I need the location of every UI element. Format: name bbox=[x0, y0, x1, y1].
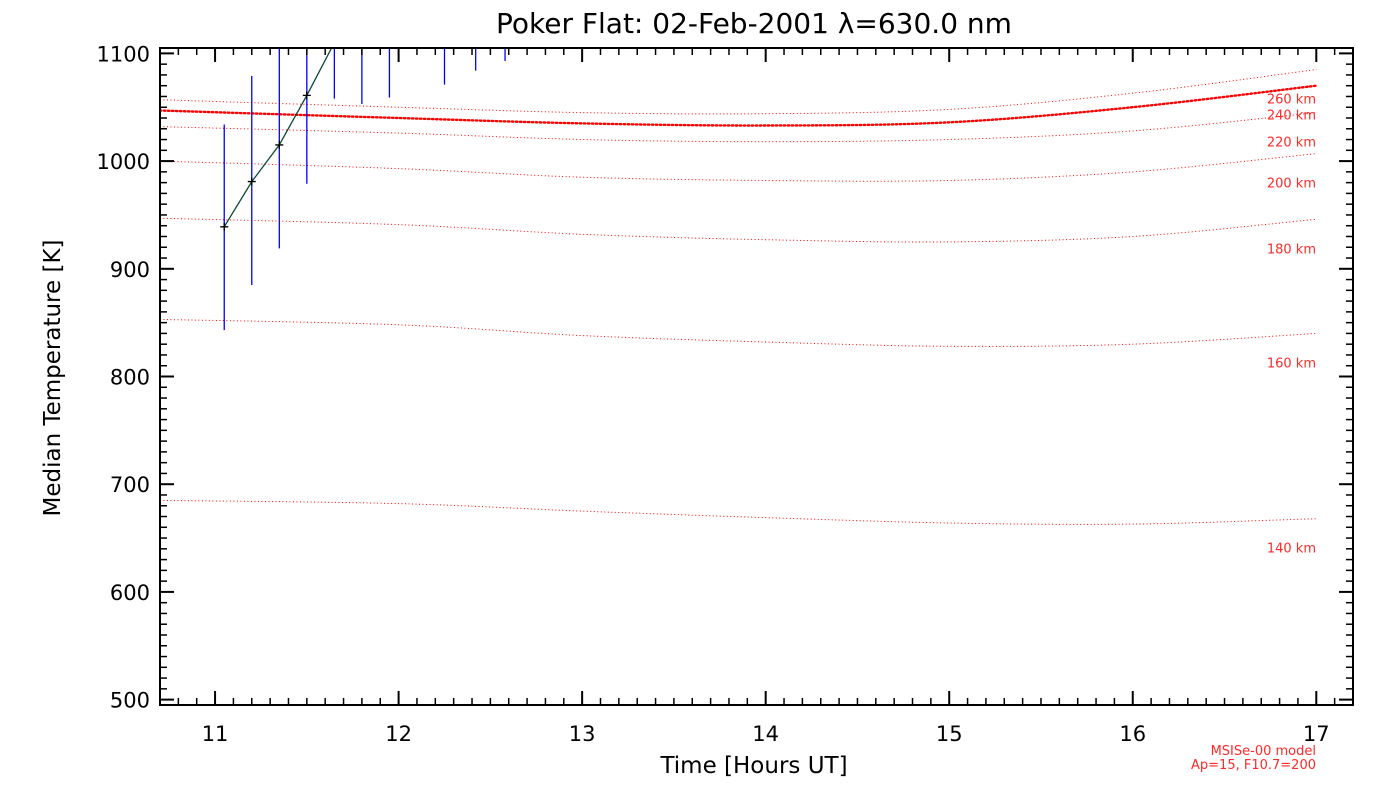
model-line-200-km bbox=[160, 153, 1317, 182]
chart-title: Poker Flat: 02-Feb-2001 λ=630.0 nm bbox=[496, 7, 1012, 40]
y-tick-label: 500 bbox=[110, 689, 150, 713]
model-label-260-km: 260 km bbox=[1267, 93, 1316, 108]
x-axis-label: Time [Hours UT] bbox=[659, 753, 847, 779]
model-line-260-km bbox=[160, 69, 1317, 115]
model-line-140-km bbox=[160, 499, 1317, 525]
y-axis-label: Median Temperature [K] bbox=[40, 240, 66, 517]
plot-frame bbox=[159, 47, 1354, 706]
axes: 11 12 13 14 15 16 17 500 600 700 800 900 1000 1100 bbox=[97, 42, 1354, 746]
x-tick-label: 12 bbox=[385, 722, 412, 746]
model-note-line-1: MSISe-00 model bbox=[1211, 744, 1316, 759]
plot-area: 140 km 160 km 180 km 200 km 220 km 240 km260 … bbox=[160, 48, 1318, 557]
model-label-160-km: 160 km bbox=[1267, 356, 1316, 371]
x-tick-label: 17 bbox=[1303, 722, 1330, 746]
x-tick-label: 15 bbox=[936, 722, 963, 746]
model-line-160-km bbox=[160, 318, 1317, 347]
data-point-marker bbox=[302, 91, 311, 100]
data-point-marker bbox=[220, 222, 229, 231]
y-tick-label: 700 bbox=[110, 473, 150, 497]
y-tick-label: 900 bbox=[110, 258, 150, 282]
model-label-180-km: 180 km bbox=[1267, 242, 1316, 257]
model-label-240-km: 240 km bbox=[1267, 109, 1316, 124]
data-point-marker bbox=[275, 140, 284, 149]
model-line-240-km bbox=[160, 84, 1318, 127]
x-tick-label: 14 bbox=[752, 722, 779, 746]
model-line-220-km bbox=[160, 112, 1317, 143]
y-tick-label: 1000 bbox=[97, 150, 150, 174]
x-tick-label: 16 bbox=[1119, 722, 1146, 746]
model-label-140-km: 140 km bbox=[1267, 542, 1316, 557]
model-label-220-km: 220 km bbox=[1267, 136, 1316, 151]
model-line-180-km bbox=[160, 217, 1317, 243]
x-tick-label: 13 bbox=[569, 722, 596, 746]
model-label-200-km: 200 km bbox=[1267, 177, 1316, 192]
y-tick-label: 1100 bbox=[97, 42, 150, 66]
model-note-line-2: Ap=15, F10.7=200 bbox=[1191, 758, 1316, 773]
y-tick-label: 800 bbox=[110, 366, 150, 390]
plot-clip-group bbox=[160, 48, 1318, 525]
data-point-marker bbox=[247, 177, 256, 186]
y-tick-label: 600 bbox=[110, 581, 150, 605]
x-tick-label: 11 bbox=[202, 722, 229, 746]
